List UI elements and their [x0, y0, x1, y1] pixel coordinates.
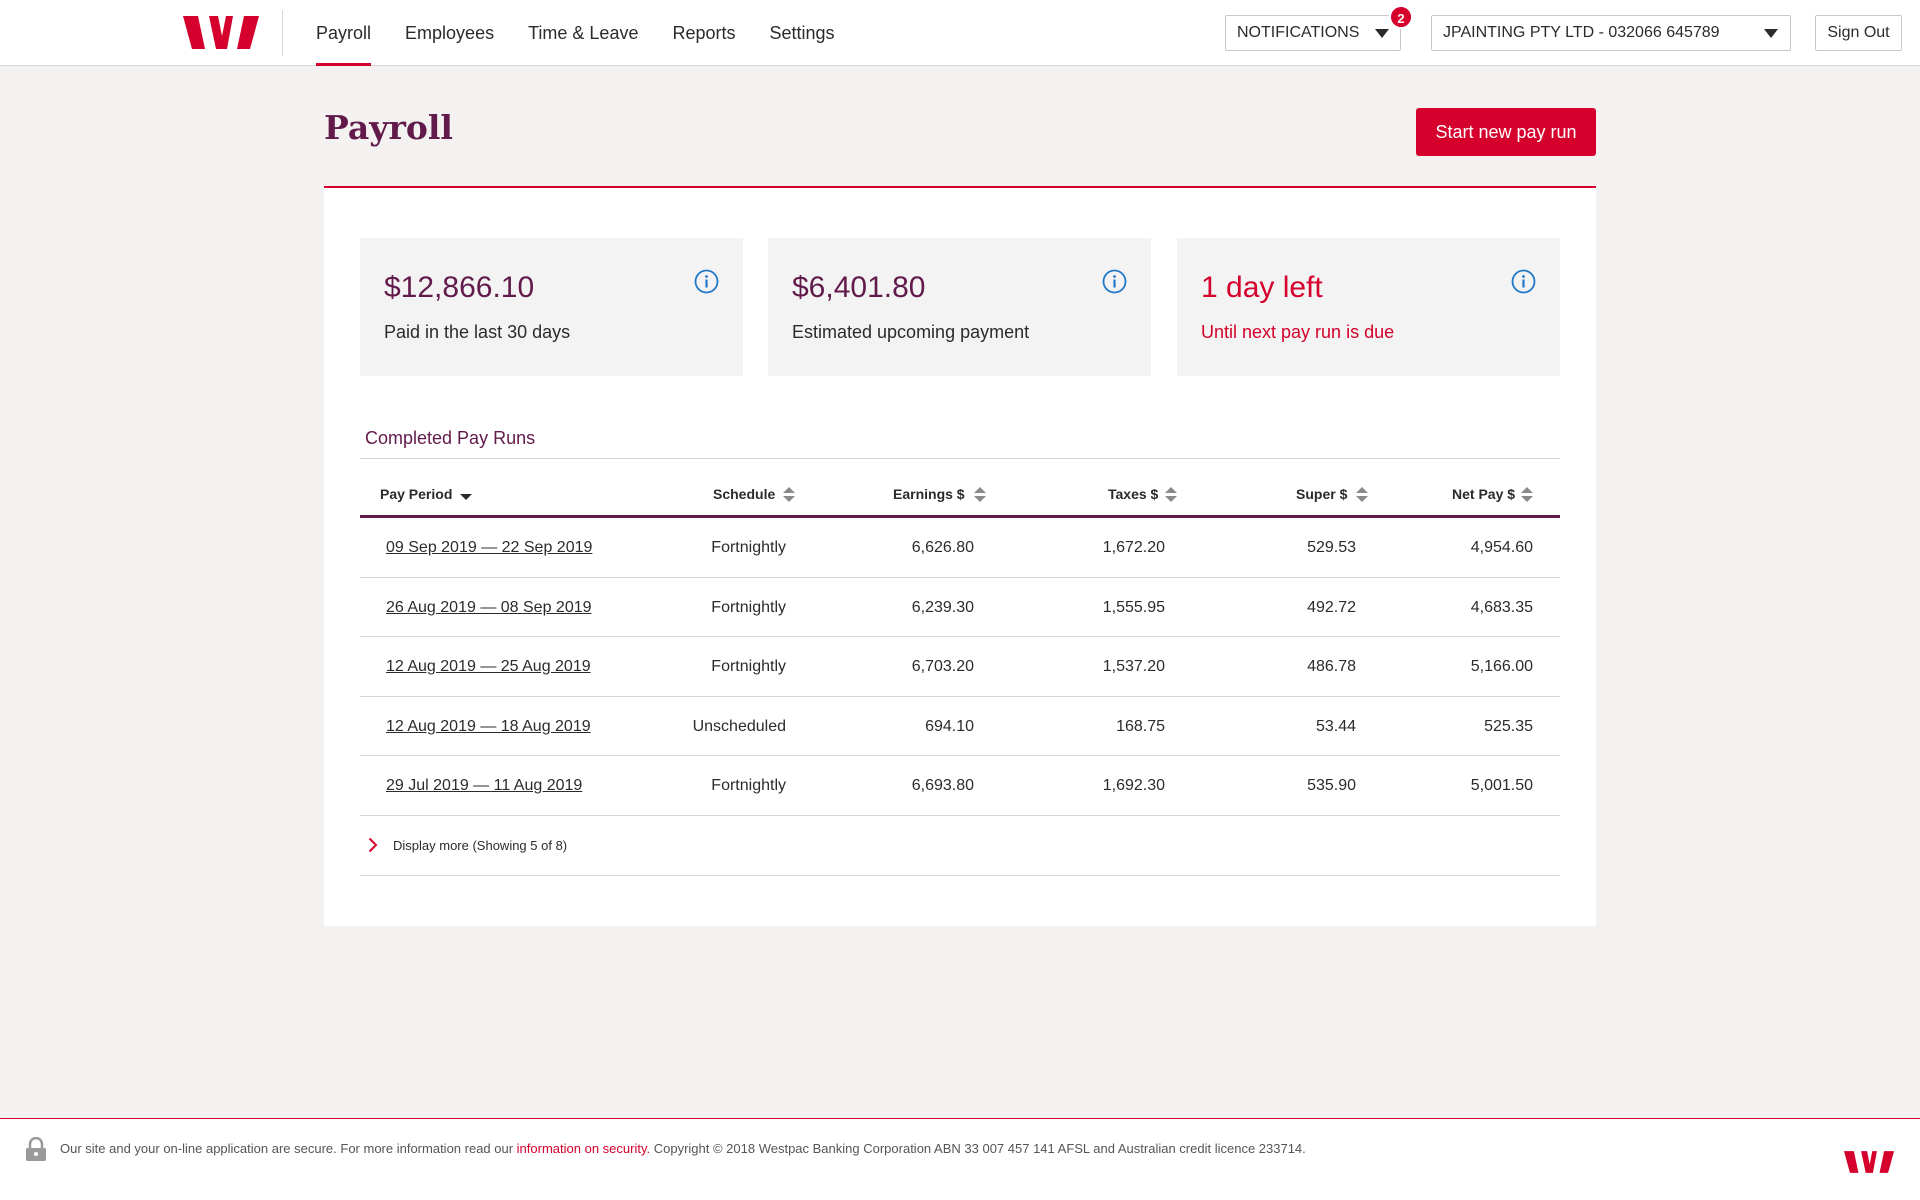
table-header: Pay Period Schedule Earnings $ Taxes $ S… — [360, 458, 1560, 518]
notifications-label: NOTIFICATIONS — [1237, 24, 1360, 41]
organisation-label: JPAINTING PTY LTD - 032066 645789 — [1443, 24, 1720, 41]
taxes-cell: 1,692.30 — [1102, 777, 1165, 794]
stat-estimated-upcoming-payment: $6,401.80 Estimated upcoming payment — [768, 238, 1151, 376]
net-pay-cell: 4,683.35 — [1470, 598, 1533, 616]
nav-item-employees[interactable]: Employees — [405, 23, 495, 43]
table-row: 29 Jul 2019 — 11 Aug 2019 Fortnightly 6,… — [360, 756, 1560, 816]
display-more-link[interactable]: Display more (Showing 5 of 8) — [393, 837, 568, 853]
page-title: Payroll — [324, 108, 453, 147]
pay-period-link[interactable]: 26 Aug 2019 — 08 Sep 2019 — [386, 598, 592, 616]
nav-item-reports[interactable]: Reports — [672, 23, 736, 43]
table-row: 12 Aug 2019 — 25 Aug 2019 Fortnightly 6,… — [360, 637, 1560, 697]
completed-pay-runs-title: Completed Pay Runs — [365, 428, 536, 448]
main-nav: Payroll Employees Time & Leave Reports S… — [316, 0, 869, 66]
net-pay-cell: 4,954.60 — [1470, 539, 1533, 556]
pay-period-link[interactable]: 29 Jul 2019 — 11 Aug 2019 — [386, 777, 583, 794]
table-row: 09 Sep 2019 — 22 Sep 2019 Fortnightly 6,… — [360, 518, 1560, 578]
table-row: 12 Aug 2019 — 18 Aug 2019 Unscheduled 69… — [360, 697, 1560, 756]
super-cell: 492.72 — [1307, 598, 1356, 616]
sort-icon[interactable] — [1521, 486, 1533, 503]
sort-down-icon[interactable] — [460, 488, 472, 505]
schedule-cell: Unscheduled — [692, 717, 786, 735]
chevron-down-icon — [1375, 29, 1389, 38]
schedule-cell: Fortnightly — [711, 598, 786, 616]
stat-value: 1 day left — [1201, 271, 1323, 304]
display-more-row[interactable]: Display more (Showing 5 of 8) — [360, 816, 1560, 876]
pay-period-link[interactable]: 12 Aug 2019 — 18 Aug 2019 — [386, 717, 591, 735]
logo-divider — [282, 10, 283, 56]
schedule-cell: Fortnightly — [711, 777, 786, 794]
net-pay-cell: 5,166.00 — [1470, 658, 1533, 675]
info-icon[interactable] — [1102, 269, 1127, 294]
stat-label: Estimated upcoming payment — [792, 322, 1030, 342]
pay-period-link[interactable]: 09 Sep 2019 — 22 Sep 2019 — [386, 539, 593, 556]
stat-paid-last-30-days: $12,866.10 Paid in the last 30 days — [360, 238, 743, 376]
nav-item-payroll[interactable]: Payroll — [316, 0, 372, 66]
sort-icon[interactable] — [783, 486, 795, 503]
taxes-cell: 1,537.20 — [1102, 658, 1165, 675]
chevron-down-icon — [1764, 29, 1778, 38]
stat-value: $12,866.10 — [384, 271, 535, 304]
column-header-net-pay[interactable]: Net Pay $ — [1452, 486, 1516, 502]
security-information-link[interactable]: information on security. — [516, 1141, 651, 1156]
organisation-select[interactable]: JPAINTING PTY LTD - 032066 645789 — [1431, 15, 1791, 51]
nav-item-time-leave[interactable]: Time & Leave — [528, 23, 639, 43]
schedule-cell: Fortnightly — [711, 539, 786, 556]
footer-text-end: Copyright © 2018 Westpac Banking Corpora… — [650, 1141, 1306, 1156]
sort-icon[interactable] — [1356, 486, 1368, 503]
info-icon[interactable] — [1511, 269, 1536, 294]
super-cell: 535.90 — [1307, 777, 1356, 794]
footer-text: Our site and your on-line application ar… — [60, 1141, 1306, 1156]
stat-next-pay-run-due: 1 day left Until next pay run is due — [1177, 238, 1560, 376]
column-header-schedule[interactable]: Schedule — [713, 486, 776, 502]
info-icon[interactable] — [694, 269, 719, 294]
nav-item-settings[interactable]: Settings — [769, 23, 835, 43]
stat-label: Paid in the last 30 days — [384, 322, 571, 342]
net-pay-cell: 525.35 — [1484, 717, 1533, 735]
footer: Our site and your on-line application ar… — [0, 1118, 1920, 1200]
column-header-earnings[interactable]: Earnings $ — [893, 486, 965, 502]
sort-icon[interactable] — [974, 486, 986, 503]
net-pay-cell: 5,001.50 — [1470, 777, 1533, 794]
stat-label: Until next pay run is due — [1201, 322, 1395, 342]
schedule-cell: Fortnightly — [711, 658, 786, 675]
notifications-dropdown[interactable]: NOTIFICATIONS — [1225, 15, 1401, 51]
stat-value: $6,401.80 — [792, 271, 926, 304]
westpac-logo — [1844, 1151, 1894, 1173]
earnings-cell: 6,703.20 — [911, 658, 974, 675]
chevron-right-icon[interactable] — [368, 837, 378, 853]
start-new-pay-run-button[interactable]: Start new pay run — [1416, 108, 1596, 156]
sort-icon[interactable] — [1165, 486, 1177, 503]
column-header-taxes[interactable]: Taxes $ — [1108, 486, 1159, 502]
super-cell: 53.44 — [1315, 717, 1356, 735]
earnings-cell: 6,693.80 — [911, 777, 974, 794]
lock-icon — [26, 1137, 46, 1161]
top-navigation: Payroll Employees Time & Leave Reports S… — [0, 0, 1920, 66]
sign-out-button[interactable]: Sign Out — [1815, 15, 1902, 51]
title-divider — [324, 186, 1596, 188]
payroll-card: $12,866.10 Paid in the last 30 days $6,4… — [324, 188, 1596, 926]
earnings-cell: 6,239.30 — [911, 598, 974, 616]
pay-period-link[interactable]: 12 Aug 2019 — 25 Aug 2019 — [386, 658, 591, 675]
taxes-cell: 168.75 — [1116, 717, 1165, 735]
westpac-logo[interactable] — [183, 16, 259, 49]
taxes-cell: 1,555.95 — [1102, 598, 1165, 616]
table-row: 26 Aug 2019 — 08 Sep 2019 Fortnightly 6,… — [360, 578, 1560, 637]
footer-text-start: Our site and your on-line application ar… — [60, 1141, 517, 1156]
taxes-cell: 1,672.20 — [1102, 539, 1165, 556]
column-header-super[interactable]: Super $ — [1296, 486, 1348, 502]
notifications-count-badge: 2 — [1389, 5, 1413, 29]
super-cell: 486.78 — [1307, 658, 1356, 675]
completed-pay-runs-table: Pay Period Schedule Earnings $ Taxes $ S… — [360, 458, 1560, 876]
earnings-cell: 6,626.80 — [911, 539, 974, 556]
column-header-pay-period[interactable]: Pay Period — [380, 486, 453, 502]
super-cell: 529.53 — [1307, 539, 1356, 556]
earnings-cell: 694.10 — [925, 717, 974, 735]
